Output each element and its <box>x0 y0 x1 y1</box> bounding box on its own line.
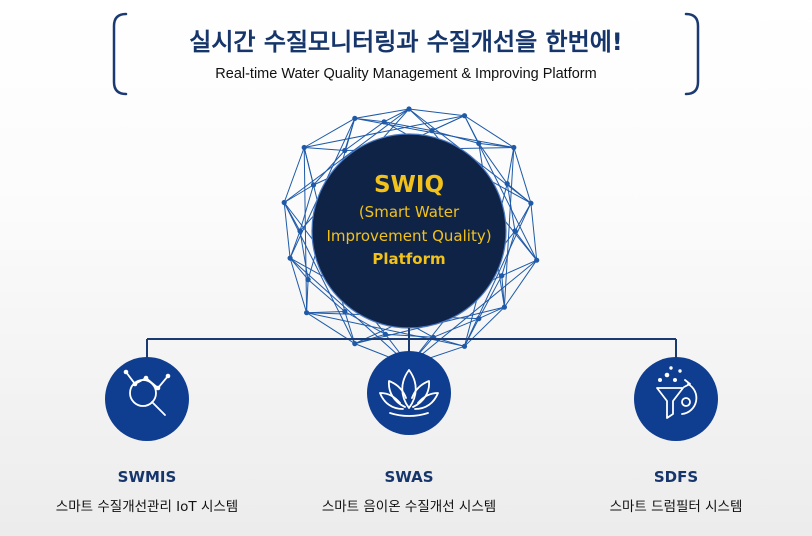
left-bracket <box>112 12 128 96</box>
core-line3: Platform <box>372 250 445 268</box>
mesh-line <box>354 117 514 148</box>
mesh-line <box>501 230 516 276</box>
mesh-node <box>352 115 358 121</box>
mesh-line <box>344 121 385 151</box>
mesh-line <box>283 184 314 203</box>
header-title-ko: 실시간 수질모니터링과 수질개선을 한번에! <box>189 28 622 56</box>
mesh-line <box>478 306 505 320</box>
mesh-node <box>406 106 412 112</box>
mesh-node <box>287 255 293 261</box>
mesh-line <box>408 108 433 131</box>
mesh-line <box>299 230 309 280</box>
mesh-node <box>342 308 348 315</box>
mesh-line <box>514 230 538 261</box>
module-sdfs-desc: 스마트 드럼필터 시스템 <box>610 499 743 515</box>
mesh-node <box>297 228 303 234</box>
mesh-node <box>476 316 482 322</box>
mesh-line <box>383 108 410 123</box>
module-swas: SWAS 스마트 음이온 수질개선 시스템 <box>322 351 496 515</box>
mesh-node <box>528 200 534 206</box>
mesh-line <box>306 312 465 347</box>
module-sdfs-name: SDFS <box>654 468 698 486</box>
mesh-line <box>501 275 505 308</box>
mesh-line <box>283 147 305 203</box>
mesh-line <box>304 115 465 148</box>
mesh-line <box>289 257 410 366</box>
mesh-node <box>511 144 517 151</box>
mesh-line <box>433 318 479 338</box>
mesh-line <box>408 108 465 117</box>
mesh-line <box>464 318 480 347</box>
mesh-line <box>506 147 515 184</box>
mesh-line <box>299 184 314 232</box>
header-title-en: Real-time Water Quality Management & Imp… <box>215 66 596 82</box>
mesh-line <box>283 202 291 259</box>
mesh-node <box>461 343 468 349</box>
mesh-node <box>499 273 505 279</box>
right-bracket <box>684 12 700 96</box>
core-name: SWIQ <box>374 172 444 198</box>
mesh-line <box>303 147 314 186</box>
core-line1: (Smart Water <box>359 203 460 221</box>
mesh-line <box>464 115 538 261</box>
mesh-line <box>303 147 308 313</box>
core-line2: Improvement Quality) <box>326 227 491 245</box>
mesh-line <box>464 115 515 148</box>
mesh-node <box>281 199 287 206</box>
module-swmis-circle <box>105 357 189 441</box>
module-sdfs: SDFS 스마트 드럼필터 시스템 <box>610 357 743 515</box>
mesh-line <box>503 259 538 308</box>
magnifier-network-icon <box>123 369 171 416</box>
mesh-node <box>304 310 310 316</box>
module-swas-circle <box>367 351 451 435</box>
module-swas-desc: 스마트 음이온 수질개선 시스템 <box>322 499 496 515</box>
mesh-node <box>512 228 518 234</box>
mesh-line <box>501 259 537 277</box>
mesh-line <box>289 257 309 280</box>
mesh-line <box>304 147 345 151</box>
mesh-line <box>283 202 356 344</box>
mesh-node <box>476 140 482 146</box>
mesh-node <box>534 257 540 263</box>
mesh-node <box>429 128 435 134</box>
mesh-node <box>342 147 348 154</box>
module-swmis-name: SWMIS <box>118 468 177 486</box>
funnel-filter-icon <box>656 366 698 419</box>
mesh-line <box>344 118 356 151</box>
mesh-line <box>354 108 410 119</box>
mesh-line <box>408 259 538 366</box>
mesh-line <box>307 279 346 312</box>
mesh-line <box>530 203 538 261</box>
module-swmis-desc: 스마트 수질개선관리 IoT 시스템 <box>56 499 238 515</box>
mesh-node <box>504 181 510 187</box>
mesh-line <box>289 257 308 313</box>
mesh-node <box>381 119 387 125</box>
mesh-line <box>303 117 356 148</box>
mesh-line <box>478 275 503 319</box>
mesh-node <box>310 182 317 188</box>
mesh-line <box>313 150 346 186</box>
mesh-node <box>461 113 468 119</box>
mesh-node <box>301 144 307 151</box>
mesh-line <box>478 143 508 184</box>
mesh-node <box>501 304 507 310</box>
module-swmis: SWMIS 스마트 수질개선관리 IoT 시스템 <box>56 357 238 515</box>
mesh-node <box>352 341 358 347</box>
mesh-line <box>506 183 516 232</box>
mesh-line <box>464 202 532 347</box>
mesh-line <box>503 147 515 308</box>
mesh-line <box>344 311 386 335</box>
lotus-icon <box>379 369 439 417</box>
mesh-node <box>305 277 311 283</box>
mesh-line <box>464 306 505 347</box>
mesh-node <box>382 331 388 337</box>
mesh-line <box>384 121 432 132</box>
module-swas-name: SWAS <box>384 468 433 486</box>
mesh-line <box>513 147 532 204</box>
mesh-line <box>283 202 301 232</box>
module-sdfs-circle <box>634 357 718 441</box>
